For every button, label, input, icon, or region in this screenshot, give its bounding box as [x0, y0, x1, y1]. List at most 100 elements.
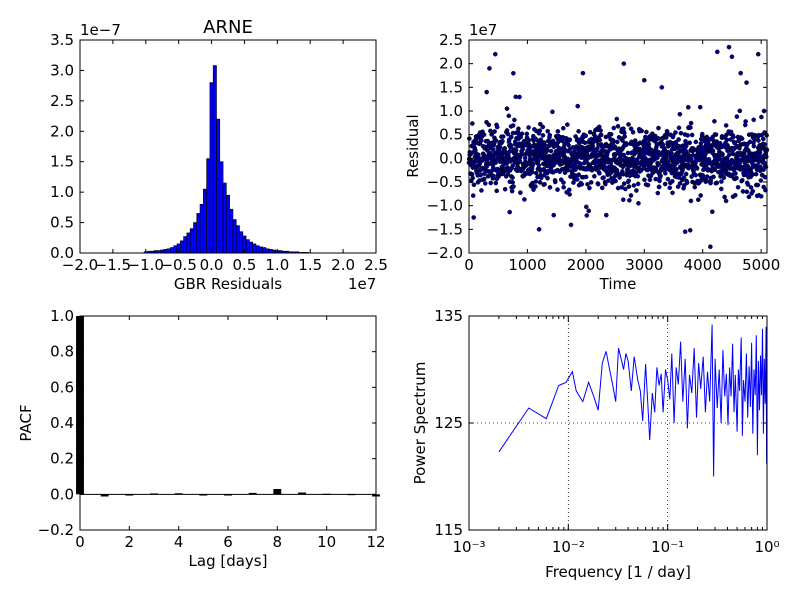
residual-point	[723, 123, 729, 128]
residual-point	[576, 172, 582, 178]
residual-point	[711, 174, 716, 180]
residual-point	[717, 140, 723, 146]
residual-point	[548, 148, 554, 154]
pacf-x-tick-label: 2	[125, 533, 135, 551]
residual-point	[526, 137, 532, 143]
residual-point	[732, 192, 738, 198]
residual-point	[469, 171, 475, 177]
residual-point	[678, 130, 684, 136]
pacf-ticks: 0 2 4 6 8 10 12 −0.2 0.0 0.2 0.4 0.6 0.8 1.0	[38, 307, 386, 551]
histogram-panel: ARNE 1e−7 1e7 GBR Residuals −2.0−1.5−1.0…	[50, 17, 388, 293]
residual-point	[724, 155, 730, 161]
residual-point	[583, 174, 589, 180]
residual-point	[719, 179, 724, 184]
psd-line	[498, 324, 768, 477]
residual-point	[738, 70, 744, 76]
residual-point	[565, 122, 570, 127]
residual-point	[603, 181, 608, 187]
histogram-ticks: −2.0−1.5−1.0−0.5 0.0 0.5 1.0 1.5 2.0 2.50.00.5…	[50, 31, 388, 274]
residual-point	[533, 179, 539, 184]
pacf-y-tick-label: 0.6	[50, 378, 74, 396]
residual-point	[735, 184, 741, 190]
residual-point	[583, 133, 589, 139]
residual-point	[598, 128, 603, 133]
residual-point	[758, 178, 764, 183]
residual-point	[606, 178, 611, 183]
residual-point	[513, 148, 519, 153]
residual-point	[533, 170, 539, 176]
residual-point	[575, 103, 580, 109]
residual-point	[509, 188, 515, 194]
residual-point	[486, 122, 492, 128]
residual-axes-frame	[468, 39, 768, 254]
residual-point	[631, 183, 637, 188]
residual-point	[628, 193, 634, 198]
residual-point	[664, 128, 670, 134]
residual-point	[542, 181, 547, 187]
residual-point	[522, 197, 527, 202]
histogram-bar	[196, 213, 201, 254]
residual-point	[656, 184, 662, 190]
residual-point	[551, 212, 557, 218]
residual-point	[566, 187, 572, 193]
residual-point	[689, 132, 695, 138]
residual-point	[745, 182, 751, 187]
psd-x-tick-label: 10⁻¹	[651, 538, 684, 556]
residual-point	[575, 177, 580, 182]
histogram-x-tick-label: −1.0	[128, 256, 164, 274]
residual-point	[739, 136, 745, 141]
residual-point	[614, 139, 620, 145]
residual-x-axis-label: Time	[599, 275, 637, 293]
residual-point	[479, 188, 484, 193]
psd-x-tick-label: 10⁻³	[452, 538, 485, 556]
residual-point	[550, 109, 555, 115]
histogram-bar	[216, 118, 221, 254]
pacf-x-tick-label: 8	[273, 533, 283, 551]
residual-point	[714, 180, 720, 186]
psd-ticks: 10⁻³ 10⁻² 10⁻¹ 10⁰ 115 125 135	[434, 307, 779, 556]
residual-point	[689, 174, 694, 179]
pacf-y-tick-label: 1.0	[50, 307, 74, 325]
residual-point	[642, 177, 647, 183]
residual-point	[731, 134, 736, 140]
residual-point	[579, 181, 585, 187]
residual-point	[478, 172, 483, 178]
residual-point	[712, 167, 718, 173]
residual-y-tick-label: 0.5	[439, 126, 463, 144]
residual-point	[670, 133, 676, 138]
residual-point	[677, 111, 683, 117]
histogram-bar	[209, 82, 214, 254]
pacf-y-tick-label: −0.2	[38, 521, 74, 539]
residual-point	[488, 180, 494, 186]
residual-point	[693, 139, 699, 145]
residual-point	[586, 208, 592, 214]
residual-point	[552, 179, 558, 185]
residual-y-tick-label: 2.0	[439, 55, 463, 73]
residual-point	[470, 175, 475, 181]
residual-point	[494, 124, 500, 130]
residual-y-tick-label: −2.0	[427, 244, 463, 262]
residual-point	[505, 131, 511, 137]
residual-point	[688, 125, 693, 130]
histogram-x-tick-label: −1.5	[95, 256, 131, 274]
histogram-bar	[219, 161, 224, 254]
residual-point	[470, 193, 476, 198]
residual-point	[471, 215, 476, 220]
residual-point	[750, 189, 756, 194]
histogram-bars	[143, 65, 309, 254]
residual-x-tick-label: 2000	[567, 256, 605, 274]
residual-point	[614, 116, 620, 122]
residual-point	[650, 170, 656, 176]
residual-point	[519, 131, 525, 136]
residual-point	[561, 185, 566, 190]
residual-point	[626, 184, 632, 189]
residual-point	[506, 113, 512, 119]
residual-point	[565, 167, 570, 173]
residual-point	[561, 125, 566, 131]
residual-panel: 1e7 Time Residual 0 1000 2000 3000 4000 5000 −…	[404, 21, 780, 293]
residual-point	[729, 54, 735, 60]
residual-point	[739, 177, 745, 183]
residual-point	[582, 140, 588, 146]
